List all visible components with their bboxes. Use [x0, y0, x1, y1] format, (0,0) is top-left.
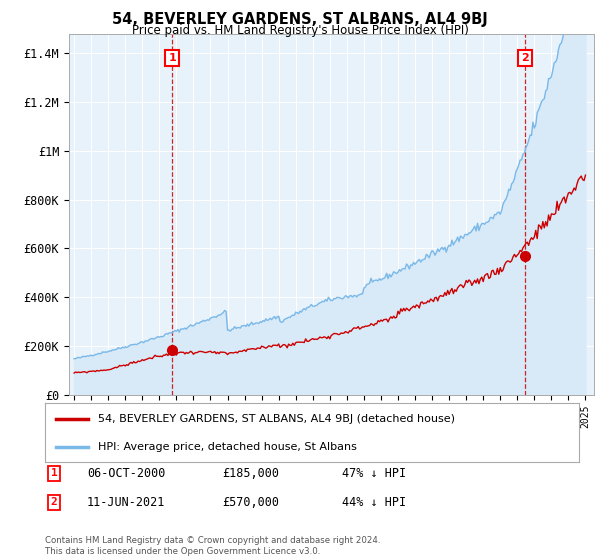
Text: 2: 2 — [50, 497, 58, 507]
Text: £185,000: £185,000 — [222, 466, 279, 480]
Text: £570,000: £570,000 — [222, 496, 279, 509]
Text: Contains HM Land Registry data © Crown copyright and database right 2024.
This d: Contains HM Land Registry data © Crown c… — [45, 536, 380, 556]
Text: 11-JUN-2021: 11-JUN-2021 — [87, 496, 166, 509]
Text: 2: 2 — [521, 53, 529, 63]
Text: HPI: Average price, detached house, St Albans: HPI: Average price, detached house, St A… — [98, 442, 357, 452]
Text: 1: 1 — [50, 468, 58, 478]
Text: 54, BEVERLEY GARDENS, ST ALBANS, AL4 9BJ: 54, BEVERLEY GARDENS, ST ALBANS, AL4 9BJ — [112, 12, 488, 27]
Text: 54, BEVERLEY GARDENS, ST ALBANS, AL4 9BJ (detached house): 54, BEVERLEY GARDENS, ST ALBANS, AL4 9BJ… — [98, 414, 455, 424]
Text: 47% ↓ HPI: 47% ↓ HPI — [342, 466, 406, 480]
Text: 1: 1 — [168, 53, 176, 63]
Text: Price paid vs. HM Land Registry's House Price Index (HPI): Price paid vs. HM Land Registry's House … — [131, 24, 469, 36]
Text: 44% ↓ HPI: 44% ↓ HPI — [342, 496, 406, 509]
Text: 06-OCT-2000: 06-OCT-2000 — [87, 466, 166, 480]
